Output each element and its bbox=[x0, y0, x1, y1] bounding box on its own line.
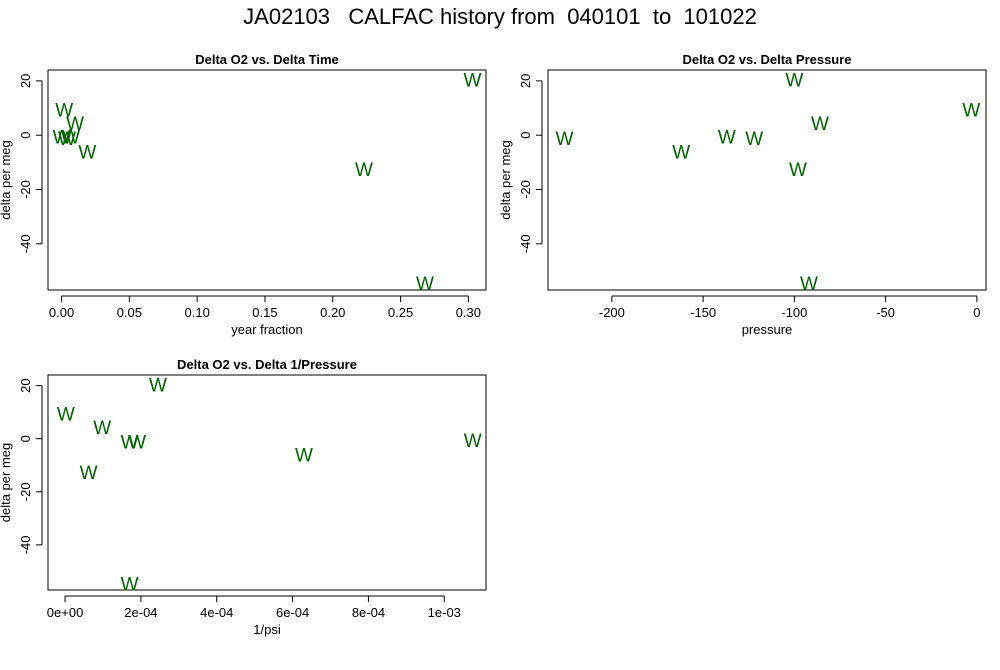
plot-frame bbox=[47, 374, 487, 591]
data-point: W bbox=[55, 100, 73, 121]
y-tick-label: 0 bbox=[18, 132, 33, 139]
y-tick-label: 20 bbox=[18, 74, 33, 88]
x-tick-label: 0.15 bbox=[252, 305, 277, 320]
x-tick-label: -150 bbox=[690, 305, 716, 320]
y-axis-label: delta per meg bbox=[498, 140, 513, 220]
data-point: W bbox=[121, 432, 139, 453]
data-point: W bbox=[80, 463, 98, 484]
x-tick-label: 0.30 bbox=[456, 305, 481, 320]
data-point: W bbox=[57, 404, 75, 425]
data-point: W bbox=[128, 432, 146, 453]
x-tick-label: 2e-04 bbox=[124, 605, 157, 620]
x-tick-label: 0.10 bbox=[185, 305, 210, 320]
chart-panel-2: Delta O2 vs. Delta Pressure-200 -150 -100-… bbox=[498, 52, 987, 337]
x-tick-label: -200 bbox=[599, 305, 625, 320]
y-tick-label: -20 bbox=[18, 180, 33, 199]
y-tick-label: -40 bbox=[18, 234, 33, 253]
x-axis-label: year fraction bbox=[231, 322, 303, 337]
data-point: W bbox=[672, 142, 690, 163]
data-point: W bbox=[718, 128, 736, 149]
y-axis-label: delta per meg bbox=[0, 140, 13, 220]
x-tick-label: 0e+00 bbox=[47, 605, 84, 620]
data-point: W bbox=[463, 71, 481, 92]
chart-panel-1: Delta O2 vs. Delta Time 0.00 0.05 0.10 0.15 0… bbox=[0, 52, 487, 337]
x-axis-label: 1/psi bbox=[253, 622, 281, 637]
data-point: W bbox=[811, 114, 829, 135]
y-tick-label: -40 bbox=[518, 234, 533, 253]
x-tick-label: 8e-04 bbox=[352, 605, 385, 620]
data-point: W bbox=[62, 128, 80, 149]
y-tick-label: -20 bbox=[518, 180, 533, 199]
main-title: JA02103 CALFAC history from 040101 to 10… bbox=[243, 4, 757, 29]
plot-frame bbox=[47, 69, 487, 291]
x-tick-label: 0.20 bbox=[320, 305, 345, 320]
x-tick-label: -100 bbox=[781, 305, 807, 320]
data-point: W bbox=[66, 114, 84, 135]
panel-title: Delta O2 vs. Delta Pressure bbox=[682, 52, 851, 67]
data-point: W bbox=[789, 160, 807, 181]
y-tick-label: 20 bbox=[518, 74, 533, 88]
y-tick-label: -40 bbox=[18, 535, 33, 554]
panel-title: Delta O2 vs. Delta 1/Pressure bbox=[177, 357, 357, 372]
x-tick-label: 0 bbox=[973, 305, 980, 320]
x-tick-label: 0.05 bbox=[117, 305, 142, 320]
data-point: W bbox=[355, 160, 373, 181]
x-axis-label: pressure bbox=[742, 322, 793, 337]
chart-panel-3: Delta O2 vs. Delta 1/Pressure 0e+00 2e-04 4… bbox=[0, 357, 487, 637]
x-tick-label: 4e-04 bbox=[200, 605, 233, 620]
x-tick-label: 0.00 bbox=[49, 305, 74, 320]
plot-frame bbox=[547, 69, 987, 291]
data-point: W bbox=[555, 129, 573, 150]
data-point: W bbox=[93, 418, 111, 439]
x-tick-label: 1e-03 bbox=[428, 605, 461, 620]
data-point: W bbox=[53, 128, 71, 149]
data-point: W bbox=[416, 274, 434, 295]
y-tick-label: 20 bbox=[18, 378, 33, 392]
data-point: W bbox=[58, 129, 76, 150]
data-point: W bbox=[800, 274, 818, 295]
y-tick-label: 0 bbox=[518, 132, 533, 139]
data-point: W bbox=[295, 446, 313, 467]
data-point: W bbox=[745, 129, 763, 150]
data-point: W bbox=[78, 142, 96, 163]
y-axis-label: delta per meg bbox=[0, 443, 13, 523]
x-tick-label: 0.25 bbox=[388, 305, 413, 320]
data-point: W bbox=[149, 375, 167, 396]
data-point: W bbox=[785, 71, 803, 92]
x-tick-label: -50 bbox=[876, 305, 895, 320]
x-tick-label: 6e-04 bbox=[276, 605, 309, 620]
y-tick-label: -20 bbox=[18, 482, 33, 501]
data-point: W bbox=[464, 431, 482, 452]
data-point: W bbox=[962, 100, 980, 121]
panel-title: Delta O2 vs. Delta Time bbox=[195, 52, 339, 67]
data-point: W bbox=[121, 574, 139, 595]
y-tick-label: 0 bbox=[18, 435, 33, 442]
